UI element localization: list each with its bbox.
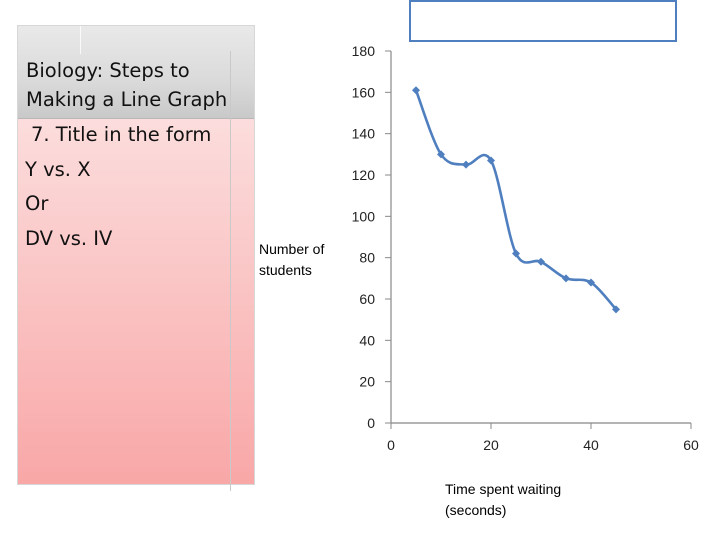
x-tick-label: 20 <box>483 437 499 453</box>
body-line: Y vs. X <box>25 157 91 181</box>
y-axis-label-line: Number of <box>259 241 325 257</box>
y-tick-label: 60 <box>359 291 375 307</box>
decorative-divider <box>230 51 231 491</box>
x-tick-label: 40 <box>583 437 599 453</box>
data-point-marker <box>487 156 495 165</box>
y-tick-label: 160 <box>352 84 376 100</box>
y-tick-label: 40 <box>359 332 375 348</box>
slide-title-bar: Biology: Steps to Making a Line Graph <box>18 26 254 119</box>
y-tick-label: 0 <box>367 415 375 431</box>
slide-body: 7. Title in the form Y vs. X Or DV vs. I… <box>25 118 211 256</box>
data-point-marker <box>537 257 545 266</box>
data-point-marker <box>437 150 445 159</box>
body-line: DV vs. IV <box>25 226 113 250</box>
slide-title: Biology: Steps to Making a Line Graph <box>26 56 227 114</box>
y-axis-label: Number of students <box>259 239 324 281</box>
series-line <box>414 89 617 311</box>
body-line: 7. Title in the form <box>31 123 212 146</box>
y-axis-label-line: students <box>259 262 312 278</box>
data-point-marker <box>412 86 420 95</box>
chart-title-box[interactable] <box>409 0 677 42</box>
data-point-marker <box>462 160 470 169</box>
slide-title-line: Biology: Steps to <box>26 59 190 82</box>
y-tick-label: 180 <box>352 43 376 59</box>
data-point-marker <box>512 249 520 258</box>
x-axis-label-line: Time spent waiting <box>445 481 562 497</box>
x-axis-label: Time spent waiting (seconds) <box>445 479 561 521</box>
slide-text-panel: Biology: Steps to Making a Line Graph <box>17 25 255 491</box>
data-point-marker <box>587 278 595 287</box>
slide-title-line: Making a Line Graph <box>26 88 228 111</box>
decorative-divider <box>80 26 81 54</box>
y-tick-label: 120 <box>352 167 376 183</box>
data-point-marker <box>562 274 570 283</box>
data-point-marker <box>612 305 620 314</box>
body-line: Or <box>25 192 49 215</box>
y-tick-label: 100 <box>352 208 376 224</box>
x-axis-label-line: (seconds) <box>445 502 507 518</box>
x-tick-label: 0 <box>387 437 395 453</box>
x-tick-label: 60 <box>683 437 699 453</box>
y-tick-label: 20 <box>359 374 375 390</box>
y-tick-label: 80 <box>359 250 375 266</box>
y-tick-label: 140 <box>352 126 376 142</box>
